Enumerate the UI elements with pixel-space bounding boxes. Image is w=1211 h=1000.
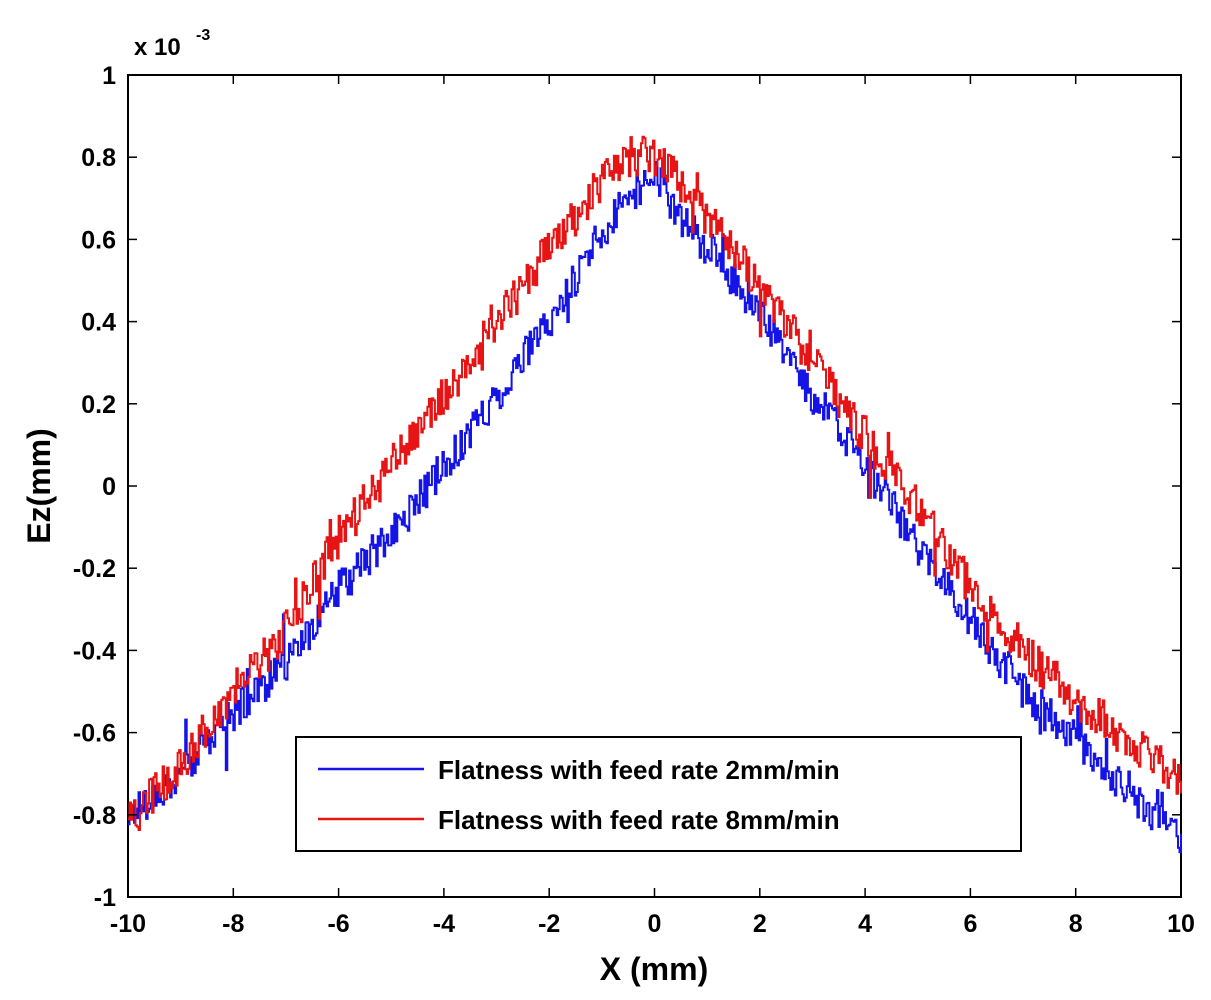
y-tick-label: 1 — [102, 62, 116, 90]
y-tick-label: 0.8 — [81, 144, 116, 172]
legend-label-series-2: Flatness with feed rate 8mm/min — [438, 805, 840, 835]
y-tick-label: 0.6 — [81, 226, 116, 254]
y-tick-label: -0.4 — [73, 637, 116, 665]
legend-box — [295, 736, 1022, 852]
y-scale-exponent: x 10 — [134, 34, 181, 61]
y-tick-label: -0.6 — [73, 720, 116, 748]
x-tick-label: 4 — [858, 910, 872, 938]
x-tick-label: 6 — [963, 910, 977, 938]
x-tick-label: -2 — [538, 910, 560, 938]
x-tick-label: -8 — [222, 910, 244, 938]
y-tick-label: -0.8 — [73, 802, 116, 830]
legend: Flatness with feed rate 2mm/min Flatness… — [295, 736, 1022, 852]
y-scale-power: -3 — [196, 27, 210, 44]
tick-layer: -10 -8 -6 -4 -2 0 2 4 6 8 10 -1 -0.8 -0.6 -0.4 -0.2 0 0.2… — [73, 62, 1195, 938]
x-axis-title: X (mm) — [600, 951, 708, 987]
series-layer — [128, 135, 1182, 854]
y-tick-label: 0.2 — [81, 391, 116, 419]
legend-label-series-1: Flatness with feed rate 2mm/min — [438, 755, 840, 785]
x-tick-label: -10 — [110, 910, 146, 938]
series-line-1 — [128, 161, 1182, 854]
x-tick-label: 10 — [1167, 910, 1195, 938]
x-tick-label: 8 — [1069, 910, 1083, 938]
y-axis-title: Ez(mm) — [21, 428, 57, 544]
series-line-2 — [128, 135, 1182, 831]
x-tick-label: 0 — [648, 910, 662, 938]
y-tick-label: 0 — [102, 473, 116, 501]
y-tick-label: -1 — [94, 884, 116, 912]
y-tick-label: -0.2 — [73, 555, 116, 583]
y-tick-label: 0.4 — [81, 309, 116, 337]
x-tick-label: 2 — [753, 910, 767, 938]
x-tick-label: -6 — [327, 910, 349, 938]
x-tick-label: -4 — [433, 910, 455, 938]
